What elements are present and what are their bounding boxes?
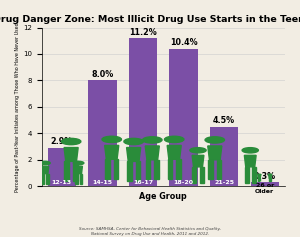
Circle shape	[74, 161, 84, 165]
Polygon shape	[80, 174, 82, 184]
Polygon shape	[252, 167, 256, 183]
Circle shape	[164, 136, 184, 143]
Bar	[250, 182, 279, 186]
Text: 18-20: 18-20	[173, 180, 194, 185]
Circle shape	[258, 174, 261, 175]
Polygon shape	[127, 161, 132, 181]
Polygon shape	[217, 160, 221, 179]
Text: 21-25: 21-25	[214, 180, 234, 185]
Circle shape	[205, 137, 224, 143]
Polygon shape	[154, 160, 159, 179]
Polygon shape	[269, 176, 271, 178]
Polygon shape	[136, 161, 140, 181]
Polygon shape	[73, 161, 78, 181]
Polygon shape	[269, 178, 270, 182]
Polygon shape	[64, 147, 78, 161]
Bar	[169, 49, 198, 186]
Polygon shape	[244, 155, 256, 167]
Circle shape	[268, 174, 272, 175]
Text: 14-15: 14-15	[92, 180, 112, 185]
Polygon shape	[258, 176, 261, 178]
Text: 8.0%: 8.0%	[91, 70, 113, 79]
Polygon shape	[75, 174, 77, 184]
Circle shape	[142, 137, 162, 143]
Text: 10.4%: 10.4%	[170, 38, 197, 47]
Polygon shape	[168, 159, 172, 179]
Text: 16-17: 16-17	[133, 180, 153, 185]
Circle shape	[242, 148, 258, 153]
Polygon shape	[146, 160, 150, 179]
Polygon shape	[75, 166, 83, 174]
Title: The Drug Danger Zone: Most Illicit Drug Use Starts in the Teenage Years: The Drug Danger Zone: Most Illicit Drug …	[0, 15, 300, 24]
Polygon shape	[270, 178, 271, 182]
Polygon shape	[208, 146, 222, 160]
Polygon shape	[192, 155, 204, 167]
Bar	[88, 80, 117, 186]
Bar	[129, 38, 157, 186]
Polygon shape	[245, 167, 248, 183]
Circle shape	[61, 138, 81, 145]
Circle shape	[40, 161, 50, 165]
Bar	[210, 127, 238, 186]
Polygon shape	[114, 159, 118, 179]
Polygon shape	[105, 159, 110, 179]
Polygon shape	[46, 174, 49, 184]
Polygon shape	[105, 146, 119, 159]
Polygon shape	[208, 160, 213, 179]
Bar	[48, 148, 76, 186]
Polygon shape	[127, 147, 141, 161]
Text: 2.9%: 2.9%	[51, 137, 73, 146]
Text: Source: SAMHSA, Center for Behavioral Health Statistics and Quality,
National Su: Source: SAMHSA, Center for Behavioral He…	[79, 227, 221, 236]
Polygon shape	[145, 146, 159, 160]
Polygon shape	[41, 166, 49, 174]
Polygon shape	[193, 167, 196, 183]
Polygon shape	[258, 178, 259, 182]
Polygon shape	[64, 161, 69, 181]
Y-axis label: Percentage of Past-Year Initiates among Those Who Have Never Used: Percentage of Past-Year Initiates among …	[15, 22, 20, 192]
Polygon shape	[41, 174, 44, 184]
X-axis label: Age Group: Age Group	[140, 192, 187, 201]
Polygon shape	[176, 159, 181, 179]
Circle shape	[124, 138, 143, 145]
Text: 4.5%: 4.5%	[213, 116, 235, 125]
Text: 12-13: 12-13	[52, 180, 72, 185]
Polygon shape	[167, 146, 181, 159]
Circle shape	[190, 148, 206, 153]
Circle shape	[102, 136, 122, 143]
Polygon shape	[200, 167, 204, 183]
Text: 26 or
Older: 26 or Older	[255, 183, 274, 194]
Text: 0.3%: 0.3%	[254, 172, 276, 181]
Text: 11.2%: 11.2%	[129, 28, 157, 37]
